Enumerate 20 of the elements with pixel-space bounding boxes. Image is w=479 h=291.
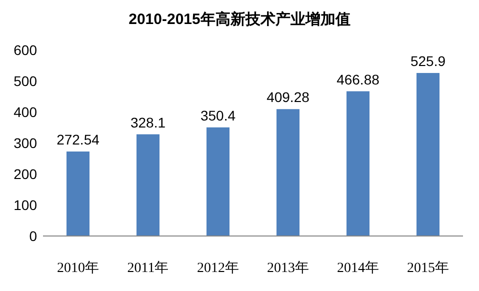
label: 409.28 [266,89,310,106]
xtick: 2015年 [407,261,449,276]
ytick: 300 [14,135,37,151]
ytick: 100 [14,197,37,213]
xtick: 2010年 [57,261,99,276]
ytick: 0 [29,228,37,244]
xtick: 2012年 [197,261,239,276]
label: 328.1 [130,114,166,130]
title: 2010-2015年高新技术产业增加值 [128,11,350,28]
label: 350.4 [200,107,236,124]
ytick: 600 [14,42,37,58]
label: 466.88 [336,71,380,88]
label: 525.9 [410,52,446,69]
xtick: 2013年 [267,261,309,276]
xtick: 2011年 [127,261,169,276]
ytick: 500 [14,73,37,89]
xtick: 2014年 [337,261,379,276]
label: 272.54 [56,132,100,148]
ytick: 200 [14,166,37,182]
ytick: 400 [14,104,37,120]
